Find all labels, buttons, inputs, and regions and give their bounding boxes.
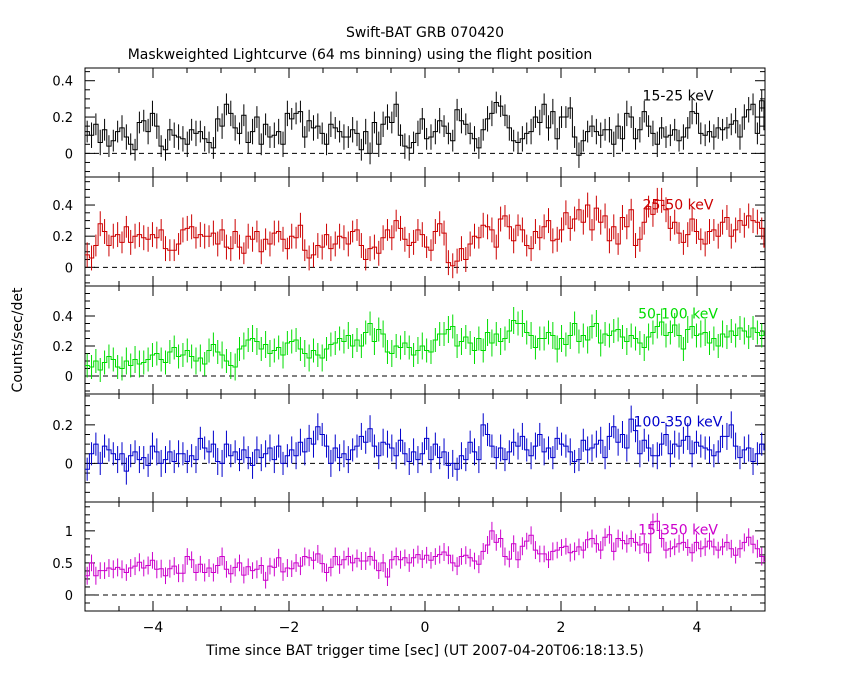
- y-tick-label: 0: [65, 457, 73, 472]
- lightcurve-step-line: [85, 100, 765, 156]
- x-axis: −4 −2 0 2 4: [143, 620, 702, 636]
- panel-2: 0 0.2 0.4 50-100 keV: [52, 285, 766, 395]
- panels: 0 0.2 0.4 15-25 keV 0 0.2 0.4 25-50 keV 0 0.2 0.4 5…: [52, 67, 766, 612]
- y-tick-label: 0.2: [52, 340, 73, 355]
- y-tick-label: 0.2: [52, 111, 73, 126]
- lightcurve-step-line: [85, 199, 765, 267]
- y-axis-label: Counts/sec/det: [10, 287, 26, 392]
- y-tick-label: 1: [65, 525, 73, 540]
- band-label: 15-350 keV: [638, 523, 718, 539]
- y-tick-label: 0.2: [52, 230, 73, 245]
- x-tick-label: 0: [421, 620, 430, 636]
- series-2: [85, 307, 765, 382]
- panel-1: 0 0.2 0.4 25-50 keV: [52, 176, 766, 287]
- lightcurve-step-line: [85, 320, 765, 371]
- y-tick-label: 0.4: [52, 199, 73, 214]
- y-tick-label: 0: [65, 589, 73, 604]
- x-tick-label: −2: [279, 620, 300, 636]
- x-tick-label: 2: [557, 620, 566, 636]
- x-axis-label: Time since BAT trigger time [sec] (UT 20…: [205, 643, 644, 659]
- panel-4: 0 0.5 1 15-350 keV: [52, 501, 766, 612]
- panel-0: 0 0.2 0.4 15-25 keV: [52, 67, 766, 178]
- x-tick-label: −4: [143, 620, 164, 636]
- band-label: 50-100 keV: [638, 306, 718, 322]
- band-label: 25-50 keV: [643, 198, 714, 214]
- y-tick-label: 0: [65, 370, 73, 385]
- series-3: [85, 405, 765, 485]
- y-tick-label: 0.5: [52, 557, 73, 572]
- y-tick-label: 0.2: [52, 419, 73, 434]
- y-tick-label: 0: [65, 147, 73, 162]
- x-tick-label: 4: [693, 620, 702, 636]
- series-4: [85, 512, 765, 589]
- lightcurve-step-line: [85, 520, 765, 581]
- y-tick-label: 0.4: [52, 310, 73, 325]
- lightcurve-step-line: [85, 418, 765, 472]
- panel-3: 0 0.2 100-350 keV: [52, 393, 766, 503]
- figure-title: Swift-BAT GRB 070420: [346, 25, 504, 41]
- series-0: [85, 89, 765, 168]
- band-label: 15-25 keV: [643, 89, 714, 105]
- y-tick-label: 0: [65, 261, 73, 276]
- y-tick-label: 0.4: [52, 75, 73, 90]
- series-1: [85, 187, 765, 279]
- band-label: 100-350 keV: [634, 414, 723, 430]
- figure-subtitle: Maskweighted Lightcurve (64 ms binning) …: [128, 47, 593, 63]
